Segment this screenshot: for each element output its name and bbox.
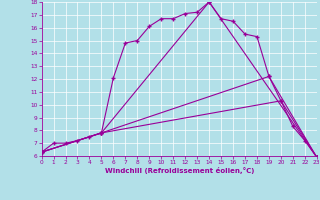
X-axis label: Windchill (Refroidissement éolien,°C): Windchill (Refroidissement éolien,°C) (105, 167, 254, 174)
